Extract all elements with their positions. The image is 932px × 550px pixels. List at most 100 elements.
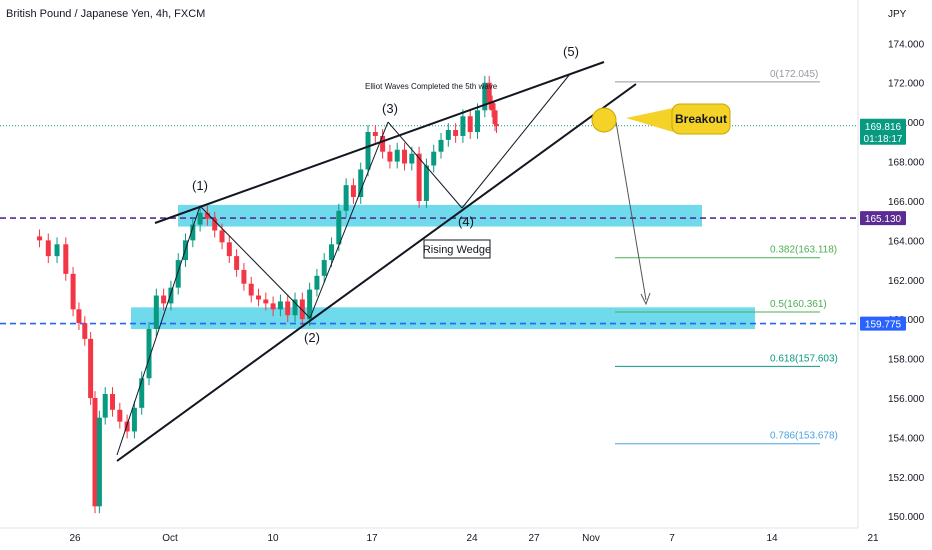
price-tick-label: 174.000: [888, 39, 925, 50]
candle-body: [102, 394, 108, 418]
candle-body: [161, 295, 167, 304]
rising-wedge-label: Rising Wedge: [423, 244, 491, 256]
elliott-wave-segment: [309, 121, 389, 319]
candle-body: [175, 260, 181, 288]
candle-body: [270, 303, 276, 310]
candle-body: [45, 240, 51, 257]
candle-body: [263, 299, 269, 304]
candle-body: [299, 299, 305, 320]
candle-body: [70, 273, 76, 310]
annotations: (1) (2) (3) (4) (5) Elliot Waves Completed th…: [192, 44, 731, 345]
countdown-label: 01:18:17: [864, 134, 903, 145]
price-tick-label: 164.000: [888, 236, 925, 247]
time-tick-label: 24: [466, 533, 478, 544]
time-axis-labels: 26 Oct 10 17 24 27 Nov 7 14 21: [69, 533, 879, 544]
candle-body: [336, 210, 342, 245]
candle-body: [394, 149, 400, 162]
candle-body: [292, 299, 298, 316]
fib-label-1: 0.382(163.118): [770, 245, 837, 256]
candle-body: [63, 244, 69, 274]
price-tick-label: 156.000: [888, 394, 925, 405]
time-tick-label: 10: [267, 533, 279, 544]
candle-body: [204, 212, 210, 219]
time-tick-label: 21: [867, 533, 879, 544]
candle-body: [365, 132, 371, 170]
price-tick-label: 168.000: [888, 158, 925, 169]
support-tag-label: 159.775: [865, 320, 902, 331]
candle-body: [277, 301, 283, 310]
time-tick-label: 17: [366, 533, 378, 544]
candle-body: [256, 295, 262, 300]
resistance-zone: [178, 204, 702, 227]
candle-body: [197, 212, 203, 225]
candle-body: [314, 275, 320, 290]
fib-label-4: 0.786(153.678): [770, 431, 838, 442]
price-tick-label: 158.000: [888, 355, 925, 366]
price-tick-label: 172.000: [888, 79, 925, 90]
projection-arrow-line: [615, 121, 647, 301]
candle-body: [460, 116, 466, 136]
price-tick-label: 162.000: [888, 276, 925, 287]
candle-body: [146, 329, 152, 379]
time-tick-label: 7: [669, 533, 675, 544]
wedge-lower-line: [116, 83, 637, 462]
price-tick-label: 150.000: [888, 512, 925, 523]
fib-label-0: 0(172.045): [770, 69, 818, 80]
candle-body: [124, 421, 130, 432]
breakout-callout: [671, 103, 731, 135]
fib-label-3: 0.618(157.603): [770, 353, 838, 364]
candle-body: [372, 132, 378, 136]
wave-label-5: (5): [563, 44, 579, 59]
candle-body: [212, 218, 218, 231]
chart-title: British Pound / Japanese Yen, 4h, FXCM: [6, 8, 205, 20]
breakout-label: Breakout: [675, 112, 727, 126]
candle-body: [358, 169, 364, 198]
candle-body: [241, 269, 247, 284]
candle-body: [416, 153, 422, 201]
candle-body: [234, 256, 240, 270]
wave-label-1: (1): [192, 178, 208, 193]
candle-body: [329, 244, 335, 261]
price-tick-label: 152.000: [888, 473, 925, 484]
price-axis-labels: 174.000 172.000 170.000 168.000 166.000 164.0…: [888, 39, 925, 523]
candle-body: [54, 244, 60, 257]
candle-body: [190, 224, 196, 241]
candle-body: [226, 242, 232, 257]
candle-body: [409, 153, 415, 164]
support-zone: [131, 307, 755, 330]
wave-label-4: (4): [458, 214, 474, 229]
candle-body: [494, 124, 499, 127]
candle-body: [475, 110, 481, 132]
candle-body: [285, 301, 291, 316]
price-tick-label: 154.000: [888, 433, 925, 444]
elliott-note: Elliot Waves Completed the 5th wave: [365, 82, 498, 91]
candle-body: [402, 149, 408, 164]
candle-body: [453, 130, 459, 136]
candlestick-series: [37, 75, 499, 514]
candle-body: [482, 82, 488, 111]
fibonacci-levels: 0(172.045) 0.382(163.118) 0.5(160.361) 0.61…: [615, 69, 838, 445]
candle-body: [248, 283, 254, 296]
time-tick-label: 27: [528, 533, 540, 544]
time-tick-label: Oct: [162, 533, 178, 544]
current-price-tag: [860, 118, 906, 145]
candle-body: [387, 151, 393, 162]
time-tick-label: 26: [69, 533, 81, 544]
price-tick-label: 160.000: [888, 315, 925, 326]
candle-body: [380, 135, 386, 152]
candle-body: [139, 378, 145, 408]
breakout-marker: [591, 107, 617, 133]
candle-body: [445, 130, 451, 140]
candle-body: [350, 185, 356, 198]
candle-body: [321, 260, 327, 276]
candle-body: [153, 295, 159, 330]
candle-body: [37, 236, 43, 241]
projection-arrow-head: [640, 292, 651, 306]
elliott-wave-segment: [116, 205, 201, 456]
elliott-wave-segment: [199, 205, 311, 319]
time-tick-label: 14: [766, 533, 778, 544]
resistance-tag: [860, 211, 906, 226]
